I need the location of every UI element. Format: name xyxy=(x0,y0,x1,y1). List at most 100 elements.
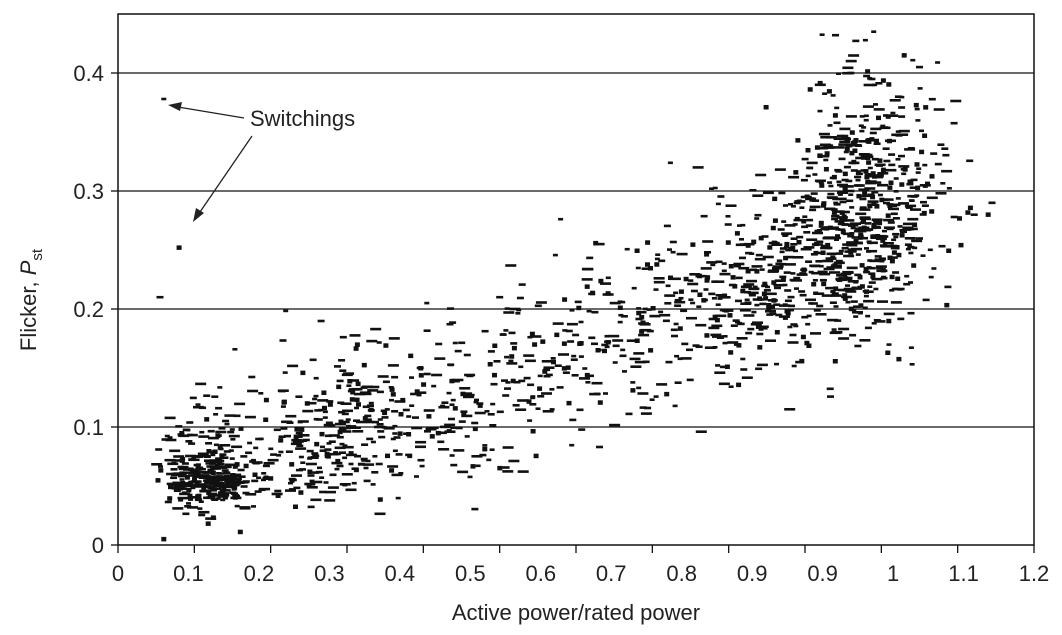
data-point-871 xyxy=(598,278,604,284)
data-point-1900 xyxy=(847,71,855,75)
data-point-1620 xyxy=(871,218,883,221)
data-point-1540 xyxy=(853,315,859,318)
data-point-528 xyxy=(361,459,367,462)
data-point-1336 xyxy=(805,174,811,178)
data-point-63 xyxy=(256,476,262,480)
data-point-1585 xyxy=(912,246,918,250)
data-point-267 xyxy=(167,436,173,439)
data-point-780 xyxy=(515,312,521,315)
data-point-593 xyxy=(341,373,353,377)
data-point-1835 xyxy=(818,132,830,136)
data-point-656 xyxy=(448,417,455,421)
data-point-422 xyxy=(319,449,327,452)
data-point-1103 xyxy=(713,280,725,283)
data-point-1523 xyxy=(818,264,824,268)
data-point-1188 xyxy=(728,350,734,355)
data-point-1218 xyxy=(768,241,780,245)
data-point-1039 xyxy=(740,288,746,294)
data-point-774 xyxy=(571,354,577,358)
data-point-1631 xyxy=(848,54,860,57)
data-point-478 xyxy=(358,463,365,466)
data-point-893 xyxy=(601,343,609,347)
data-point-1139 xyxy=(750,268,757,272)
data-point-152 xyxy=(186,502,191,505)
data-point-1561 xyxy=(871,277,883,281)
data-point-754 xyxy=(504,355,510,359)
data-point-820 xyxy=(535,301,547,304)
data-point-1250 xyxy=(849,250,857,253)
data-point-624 xyxy=(497,465,503,471)
data-point-560 xyxy=(281,400,287,405)
data-point-326 xyxy=(228,483,240,487)
data-point-1826 xyxy=(856,193,862,199)
data-point-616 xyxy=(387,465,399,468)
data-point-1646 xyxy=(837,191,848,194)
data-point-1174 xyxy=(832,359,838,364)
data-point-1787 xyxy=(849,206,855,209)
data-point-1151 xyxy=(735,276,743,280)
data-point-111 xyxy=(207,475,219,479)
data-point-1383 xyxy=(784,241,790,247)
data-point-1865 xyxy=(850,144,862,147)
data-point-71 xyxy=(164,500,172,504)
data-point-231 xyxy=(217,495,229,498)
data-point-455 xyxy=(263,462,275,465)
data-point-1395 xyxy=(821,294,833,297)
data-point-713 xyxy=(508,459,520,463)
data-point-93 xyxy=(220,498,226,502)
data-point-170 xyxy=(200,471,212,474)
data-point-1141 xyxy=(757,325,769,329)
data-point-1841 xyxy=(849,130,855,135)
data-point-1297 xyxy=(809,205,821,209)
data-point-1203 xyxy=(784,289,792,292)
data-point-1899 xyxy=(916,65,923,69)
data-point-1493 xyxy=(849,333,857,337)
data-point-1057 xyxy=(724,364,730,369)
data-point-1449 xyxy=(781,220,787,223)
data-point-241 xyxy=(196,470,201,474)
data-point-722 xyxy=(429,434,435,439)
data-point-633 xyxy=(365,459,371,463)
data-point-1382 xyxy=(805,224,813,227)
data-point-570 xyxy=(313,417,319,421)
data-point-1874 xyxy=(865,155,871,160)
data-point-314 xyxy=(179,431,185,434)
data-point-1275 xyxy=(865,314,871,318)
data-point-1201 xyxy=(793,170,799,175)
data-point-1421 xyxy=(783,271,791,274)
data-point-1325 xyxy=(778,191,786,195)
data-point-209 xyxy=(203,496,211,500)
data-point-1792 xyxy=(946,187,952,190)
data-point-1804 xyxy=(849,150,855,156)
data-point-1071 xyxy=(687,282,699,286)
data-point-1274 xyxy=(798,290,806,293)
data-point-1017 xyxy=(747,291,759,295)
data-point-1807 xyxy=(912,222,918,227)
data-point-980 xyxy=(700,267,712,270)
data-point-1422 xyxy=(787,308,794,312)
data-point-1731 xyxy=(879,197,885,203)
data-point-609 xyxy=(533,453,539,459)
data-point-416 xyxy=(261,478,266,482)
data-point-1112 xyxy=(812,231,823,235)
data-point-1370 xyxy=(796,240,802,245)
data-point-1794 xyxy=(898,165,910,168)
data-point-518 xyxy=(418,373,424,378)
data-point-1812 xyxy=(898,202,909,205)
data-point-409 xyxy=(291,478,297,482)
data-point-258 xyxy=(172,481,180,485)
data-point-770 xyxy=(569,443,575,447)
data-point-1619 xyxy=(915,119,921,122)
data-point-1576 xyxy=(934,162,942,166)
data-point-917 xyxy=(578,320,584,324)
data-point-1334 xyxy=(861,219,866,223)
data-point-617 xyxy=(517,470,529,473)
data-point-1884 xyxy=(763,105,769,110)
data-point-425 xyxy=(295,468,303,472)
data-point-1729 xyxy=(858,140,866,143)
data-point-548 xyxy=(362,385,373,389)
y-tick-label-3: 0.3 xyxy=(73,179,104,204)
data-point-930 xyxy=(609,301,621,305)
data-point-790 xyxy=(505,264,517,267)
